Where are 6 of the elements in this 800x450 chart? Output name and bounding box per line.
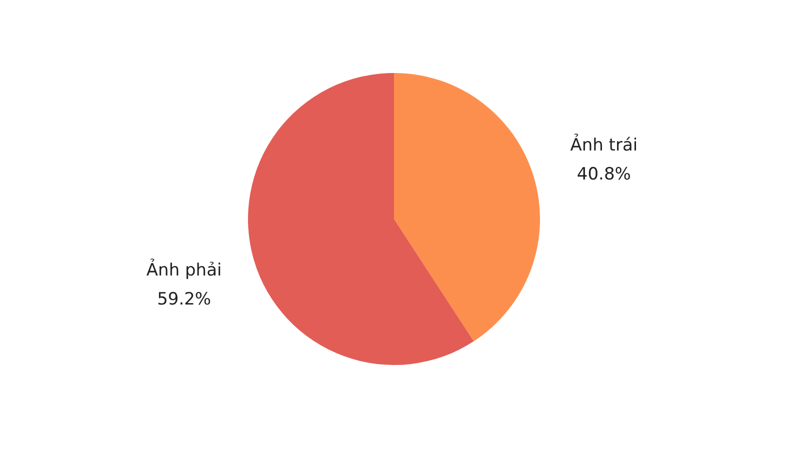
pie-slice (248, 73, 474, 365)
pie-slice (394, 73, 540, 342)
slice-label: Ảnh trái (570, 134, 638, 156)
data-label: 40.8% (576, 164, 631, 185)
data-label: 59.2% (157, 289, 212, 310)
slice-label: Ảnh phải (146, 258, 222, 280)
